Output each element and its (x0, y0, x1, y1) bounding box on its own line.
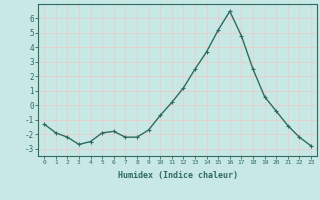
X-axis label: Humidex (Indice chaleur): Humidex (Indice chaleur) (118, 171, 238, 180)
